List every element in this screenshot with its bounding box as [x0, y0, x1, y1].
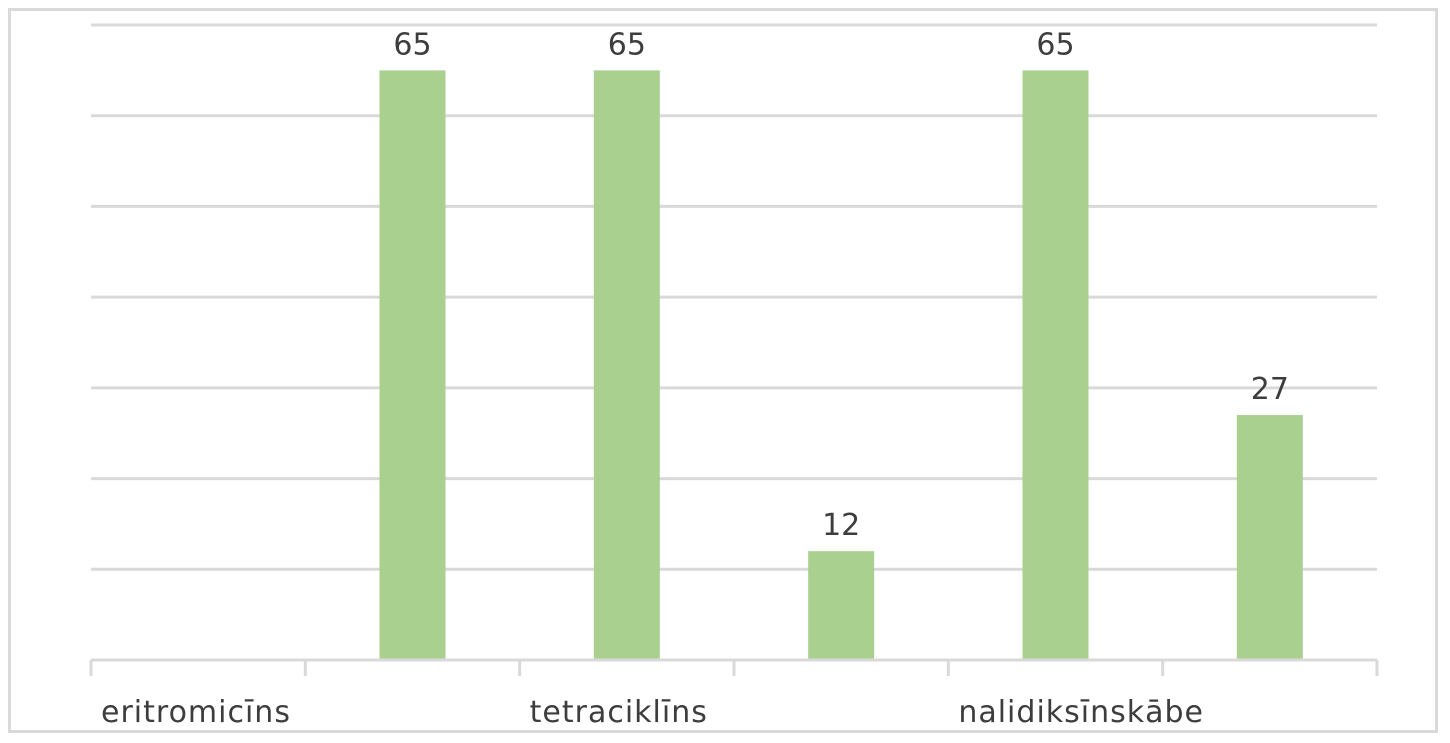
data-label-4: 65	[1036, 27, 1074, 62]
bars	[379, 70, 1303, 661]
data-label-2: 65	[608, 27, 646, 62]
category-label-4: nalidiksīnskābe	[958, 695, 1204, 730]
bar-2	[593, 70, 660, 661]
bar-4	[1022, 70, 1089, 661]
bar-3	[808, 551, 875, 660]
data-label-1: 65	[393, 27, 431, 62]
category-label-0: eritromicīns	[101, 695, 291, 730]
gridlines	[91, 23, 1377, 571]
category-label-2: tetraciklīns	[530, 695, 708, 730]
category-labels: eritromicīns tetraciklīns nalidiksīnskābe	[101, 695, 1204, 730]
bar-5	[1236, 415, 1303, 660]
data-labels: 65 65 12 65 27	[393, 27, 1289, 543]
data-label-3: 12	[822, 508, 860, 543]
x-axis	[89, 658, 1379, 676]
data-label-5: 27	[1251, 372, 1289, 407]
chart-frame	[8, 8, 1438, 733]
bar-1	[379, 70, 446, 661]
